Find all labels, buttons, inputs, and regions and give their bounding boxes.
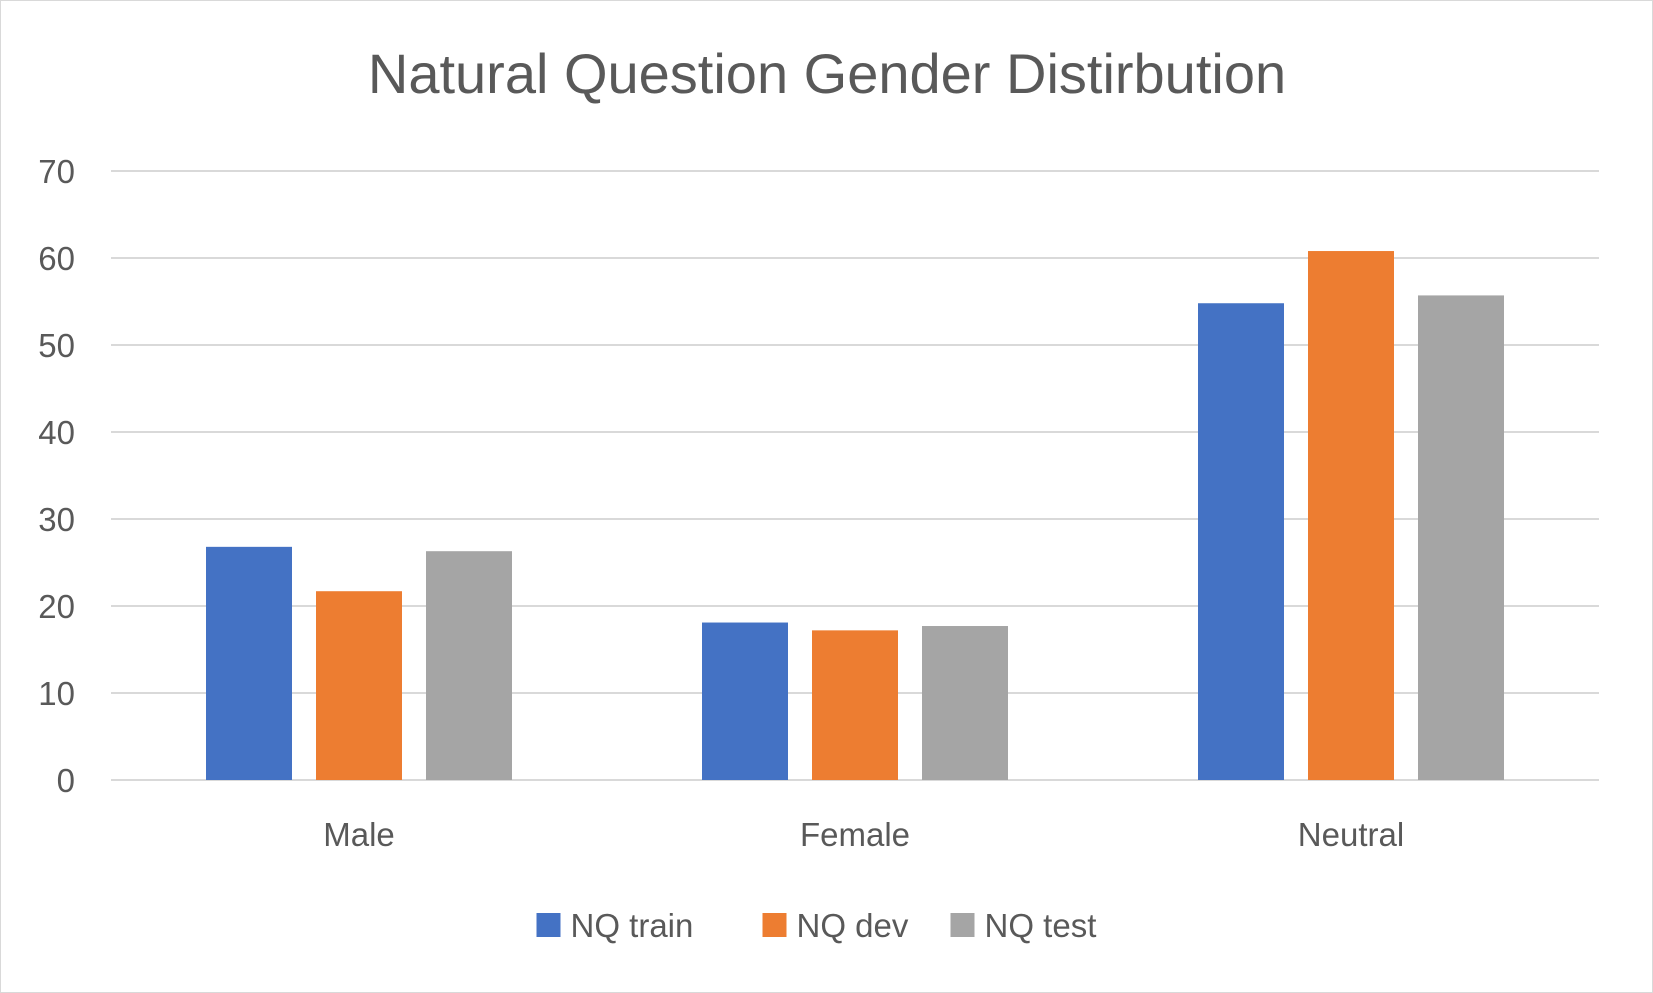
y-tick-label-4: 40 [38,414,75,451]
y-tick-label-1: 10 [38,675,75,712]
legend-swatch-1 [762,913,787,937]
x-axis-categories: Male Female Neutral [323,816,1404,853]
legend: NQ train NQ dev NQ test [536,907,1097,944]
legend-label-1: NQ dev [797,907,909,944]
bars [206,251,1504,781]
x-category-label-2: Neutral [1298,816,1404,853]
bar-neutral-nq-train [1198,303,1284,780]
bar-male-nq-test [426,551,512,780]
bar-female-nq-test [922,626,1008,780]
bar-female-nq-train [702,622,788,780]
y-tick-label-0: 0 [57,762,75,799]
y-tick-label-3: 30 [38,501,75,538]
y-axis-ticks: 0 10 20 30 40 50 60 70 [38,153,75,799]
chart-title: Natural Question Gender Distirbution [368,42,1286,105]
y-tick-label-5: 50 [38,327,75,364]
bar-male-nq-train [206,546,292,780]
legend-label-0: NQ train [571,907,694,944]
bar-male-nq-dev [316,591,402,780]
y-tick-label-6: 60 [38,240,75,277]
x-category-label-0: Male [323,816,395,853]
bar-neutral-nq-dev [1308,251,1394,781]
bar-female-nq-dev [812,630,898,780]
legend-swatch-0 [536,913,561,937]
y-tick-label-2: 20 [38,588,75,625]
legend-swatch-2 [950,913,975,937]
bar-neutral-nq-test [1418,295,1504,780]
legend-label-2: NQ test [985,907,1097,944]
x-category-label-1: Female [800,816,910,853]
y-tick-label-7: 70 [38,153,75,190]
